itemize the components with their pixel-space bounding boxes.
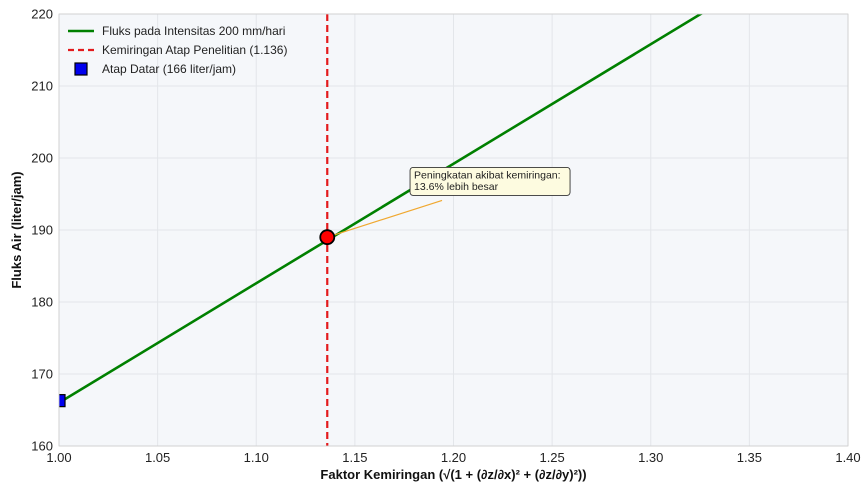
y-tick-label: 190	[31, 223, 53, 238]
x-tick-label: 1.05	[145, 450, 170, 465]
flat-roof-marker	[59, 394, 66, 408]
x-tick-label: 1.20	[441, 450, 466, 465]
x-tick-label: 1.00	[46, 450, 71, 465]
study-roof-marker	[319, 229, 336, 246]
y-tick-label: 200	[31, 151, 53, 166]
series-line	[59, 14, 704, 404]
legend-label: Fluks pada Intensitas 200 mm/hari	[102, 24, 285, 38]
annotation-box	[409, 166, 571, 196]
plot-frame	[58, 13, 849, 447]
x-tick-label: 1.15	[342, 450, 367, 465]
annotation-layer: Peningkatan akibat kemiringan:13.6% lebi…	[327, 166, 571, 238]
legend-swatch-square	[74, 62, 88, 76]
legend-label: Atap Datar (166 liter/jam)	[102, 62, 236, 76]
x-tick-label: 1.10	[244, 450, 269, 465]
x-tick-label: 1.30	[638, 450, 663, 465]
y-axis-label: Fluks Air (liter/jam)	[9, 171, 24, 288]
annotation-text: 13.6% lebih besar	[414, 181, 499, 193]
y-tick-label: 220	[31, 7, 53, 22]
annotation-arrow	[327, 199, 443, 238]
legend-label: Kemiringan Atap Penelitian (1.136)	[102, 43, 287, 57]
x-tick-label: 1.25	[539, 450, 564, 465]
y-tick-label: 210	[31, 79, 53, 94]
x-tick-label: 1.40	[835, 450, 860, 465]
y-axis-ticks: 160 170 180 190 200 210 220	[31, 7, 53, 454]
x-axis-label: Faktor Kemiringan (√(1 + (∂z/∂x)² + (∂z/…	[320, 467, 586, 482]
series-layer	[59, 14, 704, 404]
x-tick-label: 1.35	[737, 450, 762, 465]
legend: Fluks pada Intensitas 200 mm/hari Kemirin…	[68, 24, 287, 76]
marker-layer	[59, 229, 336, 408]
x-axis-ticks: 1.00 1.05 1.10 1.15 1.20 1.25 1.30 1.35 1.40	[46, 450, 860, 465]
annotation-text: Peningkatan akibat kemiringan:	[414, 169, 561, 181]
y-tick-label: 180	[31, 295, 53, 310]
y-tick-label: 160	[31, 439, 53, 454]
y-tick-label: 170	[31, 367, 53, 382]
